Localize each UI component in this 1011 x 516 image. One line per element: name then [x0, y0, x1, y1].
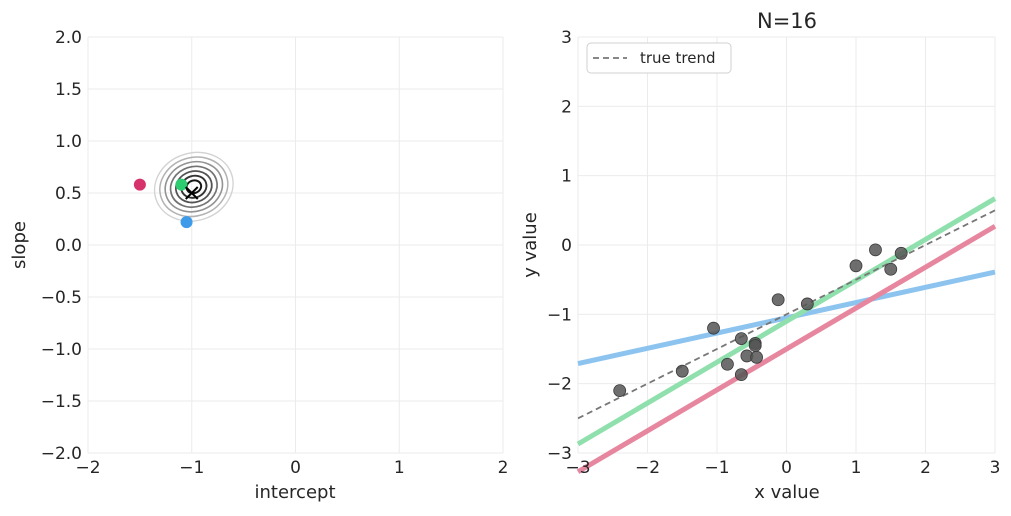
left-x-tick-label: 0 — [290, 458, 301, 478]
right-y-tick-label: −1 — [547, 305, 572, 325]
right-y-tick-label: −2 — [547, 375, 572, 395]
legend-entry-true-trend: true trend — [640, 49, 716, 67]
right-x-tick-label: 3 — [990, 458, 1001, 478]
right-chart-title: N=16 — [757, 9, 817, 33]
left-y-tick-label: 1.0 — [55, 132, 82, 152]
left-y-tick-label: −2.0 — [41, 444, 82, 464]
right-y-tick-label: 2 — [561, 97, 572, 117]
data-point — [734, 332, 748, 346]
sample-lines — [576, 196, 997, 474]
data-point — [894, 246, 908, 260]
right-x-tick-label: 1 — [851, 458, 862, 478]
left-y-tick-label: 0.5 — [55, 184, 82, 204]
left-x-tick-label: 2 — [498, 458, 509, 478]
true-trend-line-group — [577, 209, 996, 420]
contour-ring — [159, 156, 229, 218]
sample-line-blue — [577, 269, 996, 367]
right-x-tick-labels: −3 −2 −1 0 1 2 3 — [565, 458, 1000, 478]
posterior-panel: −2 −1 0 1 2 −2.0−1.5−1.0−0.50.00.51.01.52.0 … — [9, 28, 508, 503]
sample-point-blue — [180, 216, 193, 229]
sample-point-green — [175, 178, 188, 191]
right-y-tick-label: 3 — [561, 28, 572, 48]
data-point — [734, 368, 748, 382]
right-grid — [577, 36, 996, 454]
data-point — [721, 357, 734, 371]
true-parameter-x-marker — [185, 186, 199, 200]
data-point — [884, 262, 898, 276]
left-y-axis-label: slope — [9, 221, 30, 269]
right-y-tick-labels: −3 −2 −1 0 1 2 3 — [547, 28, 572, 464]
left-x-tick-label: 1 — [394, 458, 405, 478]
right-x-tick-label: −2 — [635, 458, 660, 478]
data-point — [613, 384, 627, 398]
true-trend-line — [577, 209, 996, 420]
left-y-tick-label: 2.0 — [55, 28, 82, 48]
left-y-tick-label: −1.5 — [41, 392, 82, 412]
sample-point-red — [133, 178, 146, 191]
right-x-tick-label: −3 — [565, 458, 590, 478]
left-x-tick-labels: −2 −1 0 1 2 — [75, 458, 508, 478]
left-y-tick-label: −1.0 — [41, 340, 82, 360]
data-point — [675, 364, 689, 378]
data-point — [707, 321, 720, 335]
sample-points — [133, 178, 193, 229]
left-x-axis-label: intercept — [255, 482, 336, 503]
data-point — [748, 339, 762, 352]
legend-box — [586, 42, 732, 74]
sample-line-red — [576, 224, 997, 474]
data-panel: −3 −2 −1 0 1 2 3 −3 −2 −1 0 1 2 3 N=16 x value y val… — [520, 9, 1000, 503]
data-point — [750, 350, 764, 364]
left-x-tick-label: −2 — [75, 458, 100, 478]
contour-ring — [164, 160, 224, 213]
right-y-tick-label: −3 — [547, 444, 572, 464]
left-x-tick-label: −1 — [179, 458, 204, 478]
left-y-tick-label: −0.5 — [41, 288, 82, 308]
data-points — [613, 243, 908, 398]
right-x-tick-label: 2 — [920, 458, 931, 478]
data-point — [869, 243, 882, 257]
contour-ring — [174, 170, 213, 204]
right-x-tick-label: −1 — [704, 458, 729, 478]
right-x-tick-label: 0 — [781, 458, 792, 478]
right-y-axis-label: y value — [520, 212, 541, 278]
posterior-contours — [153, 151, 234, 222]
sample-line-green — [576, 196, 997, 447]
left-y-tick-labels: −2.0 −1.5 −1.0 −0.5 0.0 0.5 1.0 1.5 2.0 — [41, 28, 82, 464]
left-grid — [87, 36, 504, 454]
legend: true trend — [586, 42, 732, 74]
contour-ring — [169, 165, 218, 208]
data-point — [849, 259, 863, 273]
contour-ring — [153, 151, 234, 222]
right-y-tick-label: 1 — [561, 167, 572, 187]
data-point — [800, 297, 814, 311]
true-parameter-marker — [185, 186, 199, 200]
left-y-tick-label: 0.0 — [55, 236, 82, 256]
right-x-axis-label: x value — [754, 482, 820, 503]
right-y-tick-label: 0 — [561, 236, 572, 256]
data-point — [771, 293, 785, 307]
left-y-tick-label: 1.5 — [55, 80, 82, 100]
